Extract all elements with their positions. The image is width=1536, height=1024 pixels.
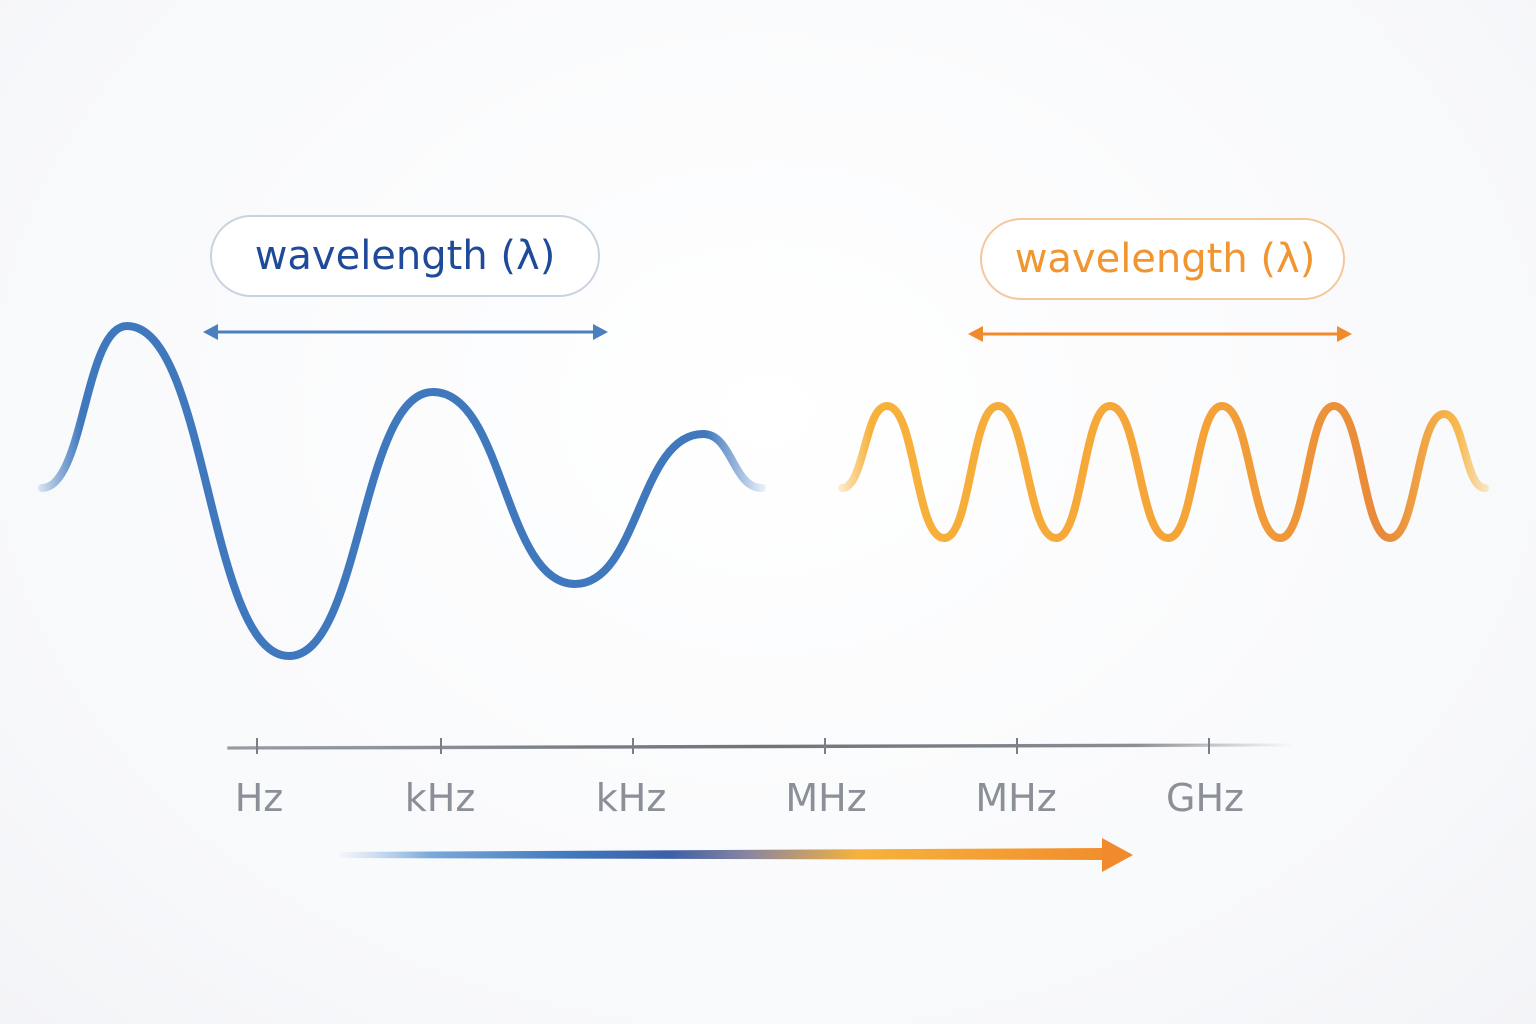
high-frequency-wave xyxy=(838,402,1489,542)
left-arrowhead-start xyxy=(203,324,218,340)
left-wavelength-arrow xyxy=(203,324,608,340)
right-label-pill xyxy=(980,218,1345,300)
frequency-axis xyxy=(227,743,1291,750)
right-label-text: wavelength (λ) xyxy=(1015,236,1316,282)
left-wavelength-label: wavelength (λ) xyxy=(210,215,600,297)
low-frequency-wave xyxy=(38,322,766,660)
spectrum-arrow-shaft xyxy=(340,848,1104,860)
right-arrowhead-start xyxy=(968,326,983,342)
tick-label-mhz-1: MHz xyxy=(785,776,866,820)
right-arrowhead-end xyxy=(1337,326,1352,342)
tick-label-ghz: GHz xyxy=(1166,776,1244,820)
spectrum-arrowhead xyxy=(1102,838,1133,872)
left-label-pill xyxy=(210,215,600,297)
left-arrowhead-end xyxy=(593,324,608,340)
frequency-ticks xyxy=(256,738,1210,754)
right-wavelength-arrow xyxy=(968,326,1352,342)
tick-label-khz-2: kHz xyxy=(596,776,667,820)
tick-label-mhz-2: MHz xyxy=(975,776,1056,820)
tick-label-hz: Hz xyxy=(235,776,284,820)
increasing-frequency-arrow xyxy=(340,838,1133,872)
tick-label-khz-1: kHz xyxy=(405,776,476,820)
right-wavelength-label: wavelength (λ) xyxy=(980,218,1345,300)
left-label-text: wavelength (λ) xyxy=(255,233,556,279)
